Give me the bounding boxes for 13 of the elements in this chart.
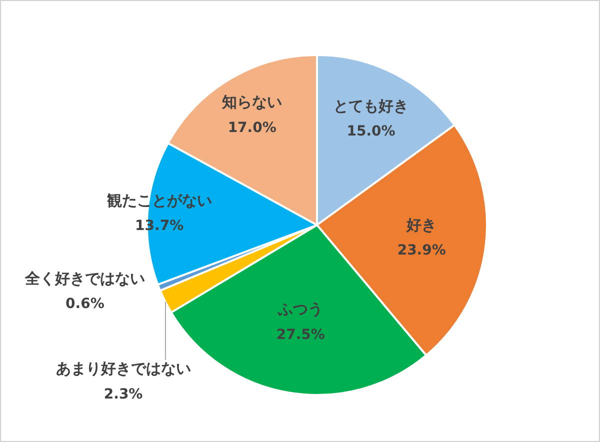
slice-label: 観たことがない [106,191,212,210]
data-label: 27.5% [276,326,325,343]
data-label: 17.0% [228,120,276,136]
slice-label: ふつう [277,300,324,318]
data-label: 23.9% [397,242,446,259]
slice-label: 知らない [221,93,282,112]
data-label: 15.0% [346,124,396,140]
slice-label: とても好き [334,96,409,115]
slice-label: 全く好きではない [24,269,145,288]
slice-label: 好き [406,216,437,234]
data-label: 0.6% [66,296,104,312]
slice-label: あまり好きではない [56,360,191,378]
data-label: 2.3% [104,386,143,402]
